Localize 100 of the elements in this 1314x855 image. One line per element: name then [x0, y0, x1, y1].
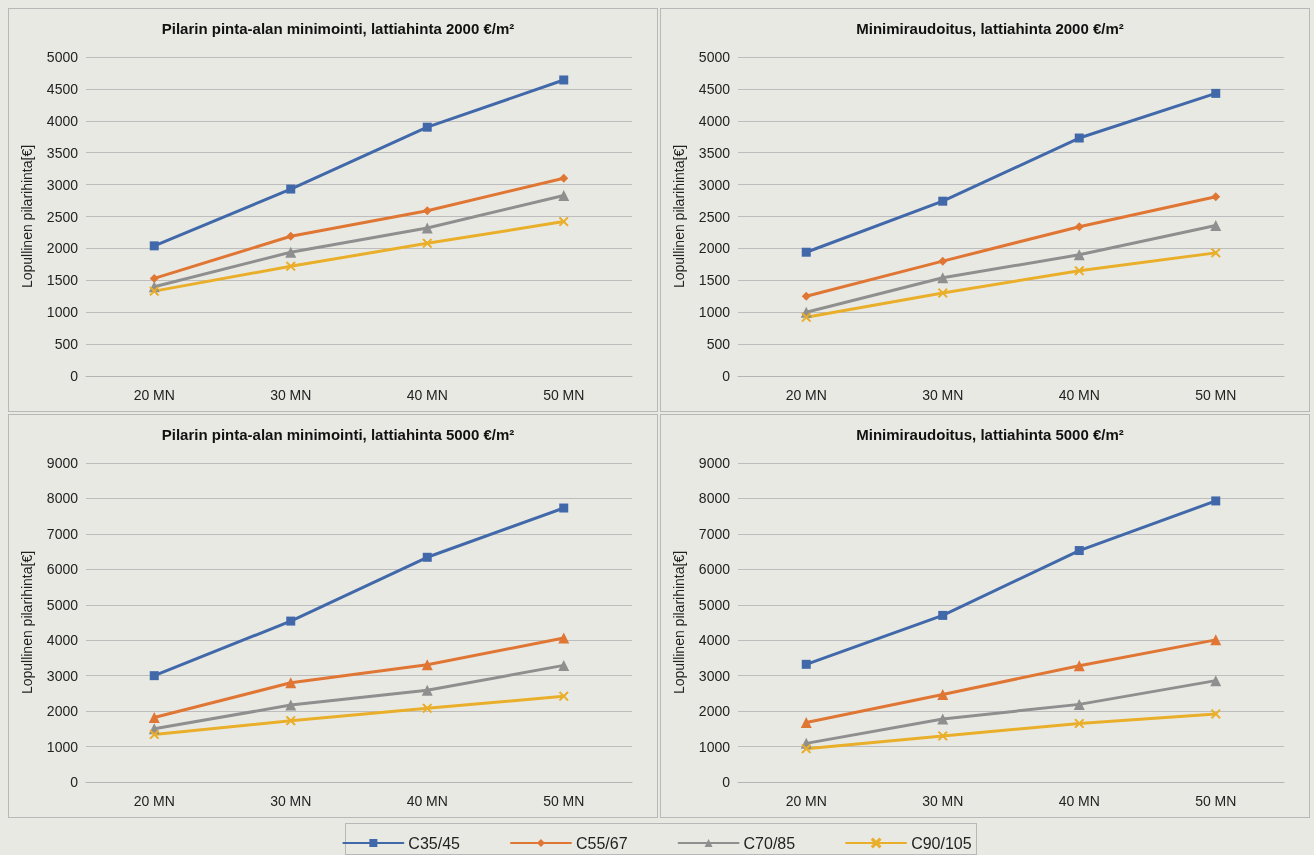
- point: [421, 222, 433, 234]
- point: [285, 261, 296, 272]
- chart-title: Pilarin pinta-alan minimointi, lattiahinta 5000 €/m²: [161, 426, 515, 443]
- y-tick-label: 3000: [698, 176, 731, 193]
- y-tick-label: 3000: [46, 176, 79, 193]
- point: [422, 552, 432, 562]
- point: [1210, 708, 1221, 719]
- y-tick-label: 4500: [698, 80, 731, 97]
- point: [422, 206, 432, 216]
- x-tick-label: 30 MN: [922, 793, 964, 809]
- x-tick-label: 30 MN: [270, 793, 312, 809]
- y-tick-label: 2000: [46, 703, 79, 720]
- y-tick-label: 3500: [698, 144, 731, 161]
- point: [558, 632, 570, 644]
- x-tick-label: 40 MN: [406, 793, 448, 809]
- y-tick-label: 1000: [698, 738, 731, 755]
- point: [559, 503, 569, 513]
- y-tick-label: 1500: [698, 272, 731, 289]
- y-tick-label: 4000: [698, 112, 731, 129]
- y-tick-label: 0: [722, 774, 731, 790]
- y-tick-label: 2000: [698, 240, 731, 257]
- x-tick-label: 20 MN: [785, 387, 827, 403]
- point: [937, 730, 948, 741]
- point: [1210, 247, 1221, 258]
- y-tick-label: 8000: [46, 490, 79, 507]
- point: [558, 691, 569, 702]
- x-tick-label: 50 MN: [543, 793, 585, 809]
- y-tick-label: 500: [706, 336, 731, 353]
- y-tick-label: 9000: [46, 455, 79, 471]
- point: [149, 241, 159, 251]
- point: [422, 703, 433, 714]
- point: [421, 684, 433, 696]
- y-tick-label: 5000: [46, 49, 79, 65]
- point: [1210, 219, 1222, 231]
- y-tick-label: 6000: [46, 561, 79, 578]
- y-tick-label: 500: [54, 336, 79, 353]
- point: [801, 743, 812, 754]
- point: [558, 189, 570, 201]
- point: [1211, 192, 1221, 202]
- y-tick-label: 7000: [46, 525, 79, 542]
- point: [1074, 546, 1084, 556]
- y-tick-label: 3000: [46, 667, 79, 684]
- point: [285, 246, 297, 258]
- chart-title: Minimiraudoitus, lattiahinta 5000 €/m²: [856, 426, 1124, 443]
- y-tick-label: 3500: [46, 144, 79, 161]
- y-axis-title: Lopullinen pilarihinta[€]: [671, 144, 687, 289]
- point: [800, 716, 812, 728]
- point: [1210, 675, 1222, 687]
- x-tick-label: 40 MN: [406, 387, 448, 403]
- y-axis-title: Lopullinen pilarihinta[€]: [19, 550, 35, 695]
- chart-title: Pilarin pinta-alan minimointi, lattiahinta 2000 €/m²: [161, 20, 515, 37]
- x-tick-label: 50 MN: [1195, 793, 1237, 809]
- y-tick-label: 4500: [46, 80, 79, 97]
- y-axis-title: Lopullinen pilarihinta[€]: [19, 144, 35, 289]
- y-tick-label: 1000: [698, 304, 731, 321]
- point: [937, 272, 949, 284]
- y-tick-label: 9000: [698, 455, 731, 471]
- legend-label: C35/45: [408, 834, 461, 852]
- point: [938, 610, 948, 620]
- point: [1211, 88, 1221, 98]
- y-tick-label: 1000: [46, 738, 79, 755]
- point: [937, 688, 949, 700]
- legend-label: C55/67: [575, 834, 628, 852]
- point: [285, 699, 297, 711]
- y-tick-label: 0: [722, 368, 731, 384]
- point: [149, 273, 159, 283]
- y-tick-label: 5000: [698, 596, 731, 613]
- point: [801, 247, 811, 257]
- y-tick-label: 5000: [46, 596, 79, 613]
- point: [421, 659, 433, 671]
- y-tick-label: 4000: [46, 112, 79, 129]
- legend-label: C90/105: [911, 834, 972, 852]
- point: [937, 713, 949, 725]
- y-tick-label: 2000: [46, 240, 79, 257]
- point: [1074, 222, 1084, 232]
- point: [559, 75, 569, 85]
- point: [149, 671, 159, 681]
- point: [1074, 718, 1085, 729]
- point: [286, 231, 296, 241]
- point: [1073, 660, 1085, 672]
- point: [937, 288, 948, 299]
- point: [422, 238, 433, 249]
- chart-title: Minimiraudoitus, lattiahinta 2000 €/m²: [856, 20, 1124, 37]
- point: [1073, 249, 1085, 261]
- y-tick-label: 5000: [698, 49, 731, 65]
- point: [1074, 265, 1085, 276]
- point: [149, 729, 160, 740]
- point: [558, 659, 570, 671]
- x-tick-label: 20 MN: [785, 793, 827, 809]
- point: [286, 616, 296, 626]
- point: [558, 216, 569, 227]
- y-tick-label: 1000: [46, 304, 79, 321]
- point: [938, 196, 948, 206]
- legend-label: C70/85: [743, 834, 796, 852]
- y-tick-label: 4000: [698, 632, 731, 649]
- y-tick-label: 2000: [698, 703, 731, 720]
- x-tick-label: 50 MN: [543, 387, 585, 403]
- point: [1074, 133, 1084, 143]
- point: [801, 291, 811, 301]
- point: [422, 122, 432, 132]
